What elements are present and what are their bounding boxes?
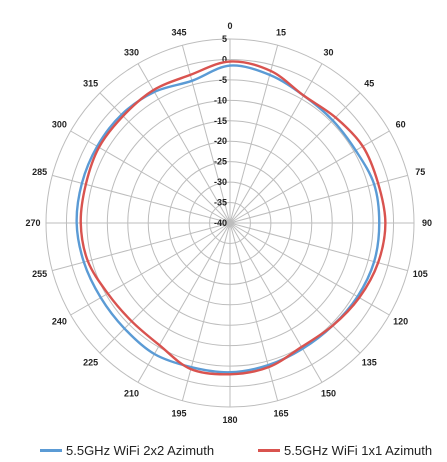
grid-spoke xyxy=(99,222,231,354)
angle-tick-label: 60 xyxy=(396,120,406,130)
legend-swatch-1x1 xyxy=(258,448,280,452)
angle-tick-label: 330 xyxy=(124,47,139,57)
angle-tick-label: 90 xyxy=(422,218,432,228)
legend-swatch-2x2 xyxy=(40,448,62,452)
radial-tick-label: -15 xyxy=(214,116,227,126)
grid-spoke xyxy=(229,222,361,354)
radial-tick-label: -40 xyxy=(214,218,227,228)
angle-tick-label: 105 xyxy=(413,269,428,279)
angle-tick-label: 165 xyxy=(273,408,288,418)
legend-label-2x2: 5.5GHz WiFi 2x2 Azimuth xyxy=(66,442,215,458)
angle-tick-label: 345 xyxy=(171,28,186,38)
angle-tick-label: 315 xyxy=(83,79,98,89)
grid-spoke xyxy=(229,222,279,401)
grid-spoke xyxy=(70,222,231,316)
legend-label-1x1: 5.5GHz WiFi 1x1 Azimuth xyxy=(284,442,433,458)
angle-axis-labels: 0 15 30 45 60 75 90 105 120 135 150 165 180 195 210 225… xyxy=(25,21,432,425)
legend: 5.5GHz WiFi 2x2 Azimuth 5.5GHz WiFi 1x1 … xyxy=(0,440,447,460)
angle-tick-label: 120 xyxy=(393,317,408,327)
radial-tick-label: -35 xyxy=(214,198,227,208)
polar-grid xyxy=(45,38,415,408)
angle-tick-label: 210 xyxy=(124,389,139,399)
grid-spoke xyxy=(229,222,408,272)
angle-tick-label: 270 xyxy=(25,218,40,228)
angle-tick-label: 75 xyxy=(415,167,425,177)
radial-tick-label: -25 xyxy=(214,157,227,167)
grid-spoke xyxy=(229,222,323,383)
radial-tick-label: 0 xyxy=(222,54,227,64)
series-lines xyxy=(75,60,387,376)
angle-tick-label: 15 xyxy=(276,28,286,38)
angle-tick-label: 180 xyxy=(222,415,237,425)
grid-spoke xyxy=(229,63,323,224)
angle-tick-label: 135 xyxy=(362,357,377,367)
angle-tick-label: 255 xyxy=(32,269,47,279)
angle-tick-label: 285 xyxy=(32,167,47,177)
legend-item-1x1: 5.5GHz WiFi 1x1 Azimuth xyxy=(258,440,432,460)
grid-spoke xyxy=(52,222,231,272)
grid-spoke xyxy=(229,222,390,316)
grid-spoke xyxy=(137,222,231,383)
grid-spoke xyxy=(229,92,361,224)
radial-tick-label: -20 xyxy=(214,136,227,146)
angle-tick-label: 240 xyxy=(52,317,67,327)
angle-tick-label: 225 xyxy=(83,357,98,367)
grid-spoke xyxy=(99,92,231,224)
grid-spoke xyxy=(181,222,231,401)
radial-tick-label: 5 xyxy=(222,34,227,44)
radial-tick-label: -30 xyxy=(214,177,227,187)
radial-axis-labels: 5 0 -5 -10 -15 -20 -25 -30 -35 -40 xyxy=(214,34,227,228)
angle-tick-label: 0 xyxy=(227,21,232,31)
series-line-1x1 xyxy=(79,60,387,376)
legend-item-2x2: 5.5GHz WiFi 2x2 Azimuth xyxy=(40,440,214,460)
radial-tick-label: -10 xyxy=(214,95,227,105)
radial-tick-label: -5 xyxy=(219,75,227,85)
angle-tick-label: 30 xyxy=(323,47,333,57)
angle-tick-label: 195 xyxy=(171,408,186,418)
angle-tick-label: 45 xyxy=(364,79,374,89)
angle-tick-label: 300 xyxy=(52,120,67,130)
series-line-2x2 xyxy=(75,64,381,374)
angle-tick-label: 150 xyxy=(321,389,336,399)
grid-spoke xyxy=(181,45,231,224)
